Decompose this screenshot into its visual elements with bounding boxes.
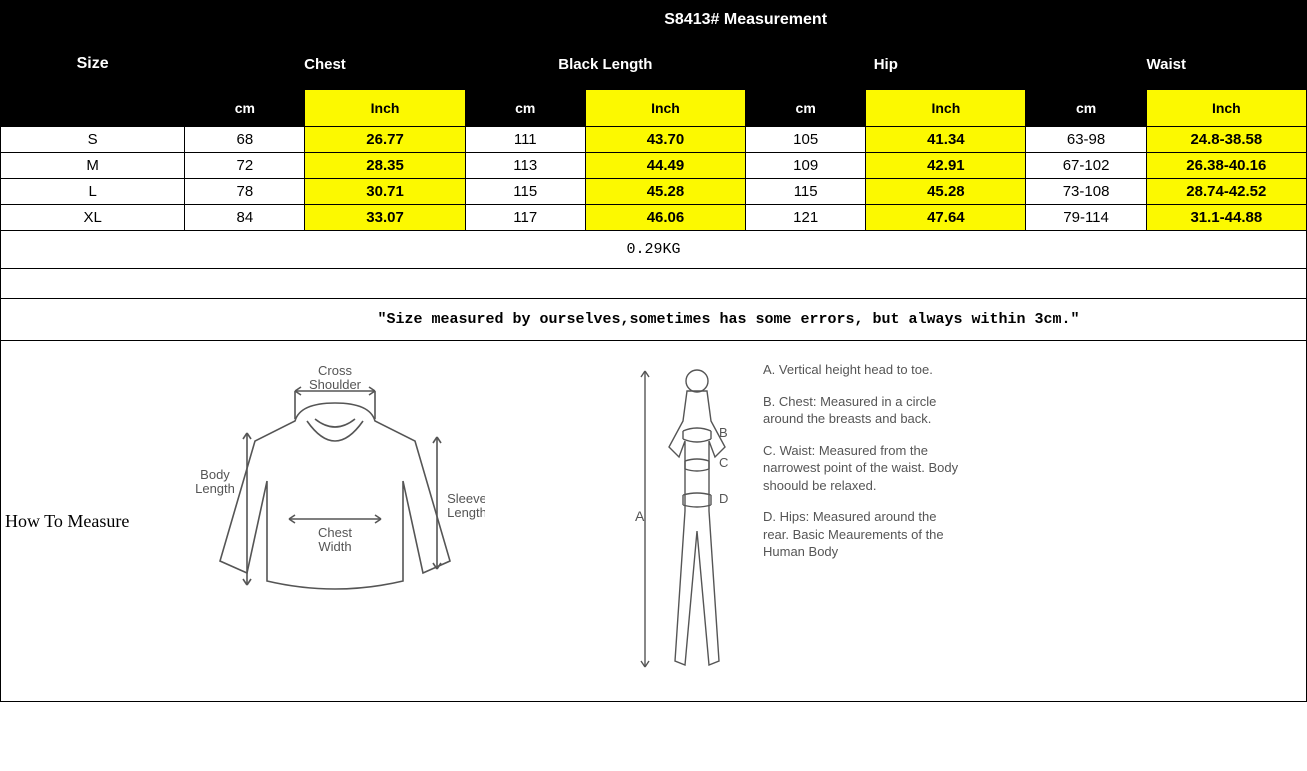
svg-text:Body: Body xyxy=(200,467,230,482)
body-desc-c: C. Waist: Measured from the narrowest po… xyxy=(763,442,963,495)
svg-text:Chest: Chest xyxy=(318,525,352,540)
howto-label: How To Measure xyxy=(1,511,185,532)
length-cm-hdr: cm xyxy=(465,90,585,127)
body-label-a: A xyxy=(635,508,645,524)
l-chest-in: 30.71 xyxy=(305,179,465,205)
body-desc-b: B. Chest: Measured in a circle around th… xyxy=(763,393,963,428)
body-figure-icon: A B C D xyxy=(625,361,755,681)
s-waist-in: 24.8-38.58 xyxy=(1146,127,1306,153)
l-len-in: 45.28 xyxy=(585,179,745,205)
m-waist-in: 26.38-40.16 xyxy=(1146,153,1306,179)
l-waist-in: 28.74-42.52 xyxy=(1146,179,1306,205)
s-len-cm: 111 xyxy=(465,127,585,153)
data-row-l: L 78 30.71 115 45.28 115 45.28 73-108 28… xyxy=(1,179,1307,205)
data-row-s: S 68 26.77 111 43.70 105 41.34 63-98 24.… xyxy=(1,127,1307,153)
header-row-groups: Chest Black Length Hip Waist xyxy=(1,40,1307,90)
m-waist-cm: 67-102 xyxy=(1026,153,1146,179)
m-chest-cm: 72 xyxy=(185,153,305,179)
data-row-m: M 72 28.35 113 44.49 109 42.91 67-102 26… xyxy=(1,153,1307,179)
length-inch-hdr: Inch xyxy=(585,90,745,127)
spacer xyxy=(1,269,1307,299)
svg-text:Length: Length xyxy=(447,505,485,520)
waist-cm-hdr: cm xyxy=(1026,90,1146,127)
svg-text:Shoulder: Shoulder xyxy=(309,377,362,392)
s-hip-in: 41.34 xyxy=(866,127,1026,153)
m-hip-in: 42.91 xyxy=(866,153,1026,179)
measurement-title: S8413# Measurement xyxy=(185,1,1307,40)
size-m: M xyxy=(1,153,185,179)
spacer-row xyxy=(1,269,1307,299)
header-row-units: cm Inch cm Inch cm Inch cm Inch xyxy=(1,90,1307,127)
m-len-in: 44.49 xyxy=(585,153,745,179)
l-len-cm: 115 xyxy=(465,179,585,205)
s-waist-cm: 63-98 xyxy=(1026,127,1146,153)
chest-cm-hdr: cm xyxy=(185,90,305,127)
xl-chest-in: 33.07 xyxy=(305,205,465,231)
shirt-label-cross-shoulder: Cross xyxy=(318,363,352,378)
waist-inch-hdr: Inch xyxy=(1146,90,1306,127)
xl-waist-cm: 79-114 xyxy=(1026,205,1146,231)
m-chest-in: 28.35 xyxy=(305,153,465,179)
size-header: Size xyxy=(1,1,185,127)
xl-waist-in: 31.1-44.88 xyxy=(1146,205,1306,231)
size-s: S xyxy=(1,127,185,153)
size-chart-table: Size S8413# Measurement Chest Black Leng… xyxy=(0,0,1307,702)
group-hip: Hip xyxy=(746,40,1026,90)
header-row-1: Size S8413# Measurement xyxy=(1,1,1307,40)
l-hip-cm: 115 xyxy=(746,179,866,205)
body-desc-d: D. Hips: Measured around the rear. Basic… xyxy=(763,508,963,561)
m-len-cm: 113 xyxy=(465,153,585,179)
chest-inch-hdr: Inch xyxy=(305,90,465,127)
l-chest-cm: 78 xyxy=(185,179,305,205)
group-chest: Chest xyxy=(185,40,465,90)
xl-chest-cm: 84 xyxy=(185,205,305,231)
body-label-b: B xyxy=(719,425,728,440)
svg-text:Sleeve: Sleeve xyxy=(447,491,485,506)
howto-cell: How To Measure xyxy=(1,341,1307,702)
title-prefix: S8413# xyxy=(664,11,719,28)
s-len-in: 43.70 xyxy=(585,127,745,153)
xl-len-cm: 117 xyxy=(465,205,585,231)
weight-row: 0.29KG xyxy=(1,231,1307,269)
body-label-d: D xyxy=(719,491,728,506)
body-diagram: A B C D A. Vertical height head to toe. … xyxy=(625,361,963,681)
size-l: L xyxy=(1,179,185,205)
data-row-xl: XL 84 33.07 117 46.06 121 47.64 79-114 3… xyxy=(1,205,1307,231)
svg-text:Width: Width xyxy=(318,539,351,554)
s-chest-cm: 68 xyxy=(185,127,305,153)
s-chest-in: 26.77 xyxy=(305,127,465,153)
s-hip-cm: 105 xyxy=(746,127,866,153)
note-text: "Size measured by ourselves,sometimes ha… xyxy=(1,299,1307,341)
title-main: Measurement xyxy=(719,11,827,28)
group-length: Black Length xyxy=(465,40,745,90)
body-desc-a: A. Vertical height head to toe. xyxy=(763,361,963,379)
hip-inch-hdr: Inch xyxy=(866,90,1026,127)
xl-hip-in: 47.64 xyxy=(866,205,1026,231)
m-hip-cm: 109 xyxy=(746,153,866,179)
hip-cm-hdr: cm xyxy=(746,90,866,127)
l-waist-cm: 73-108 xyxy=(1026,179,1146,205)
l-hip-in: 45.28 xyxy=(866,179,1026,205)
note-row: "Size measured by ourselves,sometimes ha… xyxy=(1,299,1307,341)
size-xl: XL xyxy=(1,205,185,231)
xl-hip-cm: 121 xyxy=(746,205,866,231)
group-waist: Waist xyxy=(1026,40,1307,90)
howto-row: How To Measure xyxy=(1,341,1307,702)
svg-text:Length: Length xyxy=(195,481,235,496)
body-label-c: C xyxy=(719,455,728,470)
weight-value: 0.29KG xyxy=(1,231,1307,269)
body-desc-list: A. Vertical height head to toe. B. Chest… xyxy=(763,361,963,575)
shirt-diagram-icon: Cross Shoulder Body Length Chest Width S… xyxy=(185,361,485,621)
xl-len-in: 46.06 xyxy=(585,205,745,231)
